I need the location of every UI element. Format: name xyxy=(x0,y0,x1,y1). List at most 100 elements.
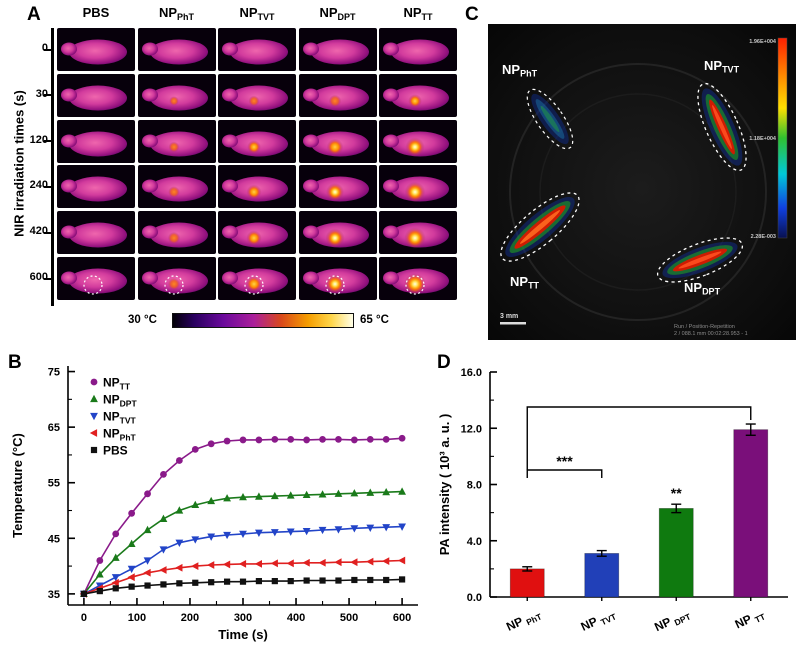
axis-tick xyxy=(44,185,51,188)
row-label-120s: 120 xyxy=(29,133,48,146)
thermal-image-420s-tt xyxy=(379,211,457,255)
roi-label-nptt: NPTT xyxy=(510,274,540,291)
thermal-image-600s-pbs xyxy=(57,257,135,300)
axis-tick xyxy=(44,140,51,143)
temperature-line-chart: 35 45 55 65 75 0 100 200 300 400 500 600 Temperature… xyxy=(10,366,418,642)
acquisition-meta-line1: Run / Position-Repetition xyxy=(674,324,735,330)
thermal-image-240s-dpt xyxy=(298,165,377,209)
x-category-label: NP TVT xyxy=(579,606,619,636)
pa-intensity-bar-chart: 0.0 4.0 8.0 12.0 16.0 NP PhT NP TVT NP DPT NP TT… xyxy=(437,367,788,636)
x-tick-label: 600 xyxy=(393,612,411,624)
x-category-label: NP DPT xyxy=(652,606,693,636)
thermal-image-120s-tvt xyxy=(218,119,296,163)
roi-label-npphht: NPPhT xyxy=(502,62,538,79)
column-header-pht: NPPhT xyxy=(158,5,195,22)
pa-tomography-image: NPPhT NPTVT NPTT NPDPT 1.96E+004 1.18E+0… xyxy=(488,24,796,340)
thermal-image-420s-pht xyxy=(137,211,216,255)
legend-label: PBS xyxy=(103,444,128,458)
column-header-tvt: NPTVT xyxy=(239,5,275,22)
thermal-image-600s-tvt xyxy=(218,257,296,300)
y-axis-title: Temperature (°C) xyxy=(10,433,25,538)
thermal-image-600s-dpt xyxy=(298,257,377,300)
significance-brackets xyxy=(526,406,752,478)
legend-label: NPTVT xyxy=(103,410,137,426)
column-header-tt: NPTT xyxy=(403,5,433,22)
error-bar xyxy=(671,503,682,514)
x-tick-label: 200 xyxy=(181,612,199,624)
colorbar-min-label: 30 °C xyxy=(128,314,157,326)
colorbar-max-value: 1.96E+004 xyxy=(749,39,777,45)
row-label-0s: 0 xyxy=(18,42,48,54)
ultrasound-background xyxy=(488,24,796,340)
colorbar-min-value: 2.28E-003 xyxy=(751,234,776,240)
bar-pht xyxy=(509,568,545,598)
significance-label-dpt: ** xyxy=(671,485,682,501)
legend-label: NPTT xyxy=(103,376,131,392)
thermal-image-0s-tt xyxy=(379,28,457,71)
y-tick-label: 12.0 xyxy=(461,423,482,435)
thermal-image-420s-pbs xyxy=(57,211,135,255)
y-tick-label: 65 xyxy=(48,422,60,434)
y-tick-label: 55 xyxy=(48,478,60,490)
axis-tick xyxy=(44,231,51,234)
x-tick-label: 0 xyxy=(81,612,87,624)
roi-npdpt xyxy=(656,237,744,283)
thermal-image-0s-pht xyxy=(137,28,216,71)
thermal-image-120s-pht xyxy=(137,119,216,163)
y-tick-label: 0.0 xyxy=(467,592,482,604)
thermal-image-240s-pht xyxy=(137,165,216,209)
row-label-420s: 420 xyxy=(29,225,48,238)
scale-bar xyxy=(500,322,526,325)
significance-label-lower: *** xyxy=(556,453,573,469)
y-tick-label: 8.0 xyxy=(467,480,482,492)
colorbar-max-label: 65 °C xyxy=(360,314,389,326)
error-bar xyxy=(745,423,756,436)
thermal-image-grid xyxy=(57,28,459,308)
panel-b-label: B xyxy=(8,352,22,373)
axes xyxy=(67,366,418,606)
thermal-image-0s-tvt xyxy=(218,28,296,71)
axis-tick xyxy=(44,48,51,51)
error-bar xyxy=(596,549,607,557)
colorbar-mid-value: 1.18E+004 xyxy=(749,136,777,142)
roi-npphht xyxy=(526,88,574,150)
x-category-label: NP PhT xyxy=(504,606,544,636)
axis-tick xyxy=(44,94,51,97)
roi-label-nptvt: NPTVT xyxy=(704,58,740,75)
y-axis-title: PA intensity ( 10³ a. u. ) xyxy=(437,414,452,556)
panel-a-column-headers: PBS NPPhT NPTVT NPDPT NPTT xyxy=(57,5,459,25)
thermal-image-240s-pbs xyxy=(57,165,135,209)
y-tick-label: 75 xyxy=(48,367,60,379)
y-tick-label: 4.0 xyxy=(467,536,482,548)
legend-label: NPDPT xyxy=(103,393,137,409)
column-header-dpt: NPDPT xyxy=(319,5,356,22)
thermal-image-30s-pbs xyxy=(57,73,135,117)
roi-nptt xyxy=(500,192,580,262)
x-axis-title: Time (s) xyxy=(218,627,268,642)
thermal-image-120s-pbs xyxy=(57,119,135,163)
series-tt xyxy=(80,434,406,598)
panel-a-axis-line xyxy=(51,28,54,306)
thermal-image-30s-tt xyxy=(379,73,457,117)
x-tick-label: 500 xyxy=(340,612,358,624)
series-tvt xyxy=(80,523,406,599)
pa-intensity-colorbar xyxy=(777,37,788,239)
y-tick-label: 16.0 xyxy=(461,367,482,379)
roi-label-npdpt: NPDPT xyxy=(684,280,721,297)
x-tick-label: 300 xyxy=(234,612,252,624)
acquisition-meta-line2: 2 / 088.1 mm 00:02:28.953 - 1 xyxy=(674,331,748,337)
ultrasound-arc xyxy=(509,63,767,321)
bar-tt xyxy=(733,429,769,598)
series-pbs xyxy=(80,576,406,597)
thermal-image-30s-dpt xyxy=(298,73,377,117)
legend-label: NPPhT xyxy=(103,427,137,443)
ultrasound-arc xyxy=(539,93,737,291)
panel-d-label: D xyxy=(437,352,451,373)
x-category-label: NP TT xyxy=(733,606,768,634)
thermal-image-0s-pbs xyxy=(57,28,135,71)
bar-dpt xyxy=(658,508,694,598)
temperature-colorbar xyxy=(172,313,354,328)
panel-c-label: C xyxy=(465,4,479,25)
thermal-image-0s-dpt xyxy=(298,28,377,71)
